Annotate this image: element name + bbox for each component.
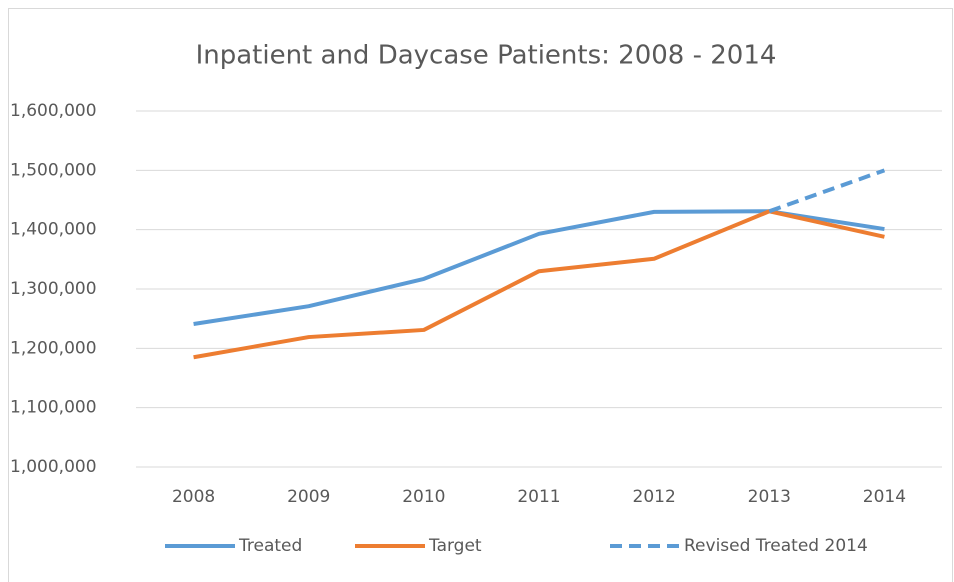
- y-tick-label: 1,000,000: [10, 457, 97, 477]
- chart-frame: [8, 8, 953, 582]
- legend-label: Revised Treated 2014: [684, 536, 868, 556]
- x-tick-label: 2011: [517, 487, 560, 507]
- x-tick-label: 2012: [633, 487, 676, 507]
- legend-label: Target: [428, 536, 482, 556]
- y-tick-label: 1,400,000: [10, 220, 97, 240]
- y-tick-label: 1,500,000: [10, 160, 97, 180]
- y-tick-label: 1,100,000: [10, 398, 97, 418]
- y-tick-label: 1,300,000: [10, 279, 97, 299]
- chart-title: Inpatient and Daycase Patients: 2008 - 2…: [196, 41, 777, 71]
- y-tick-label: 1,600,000: [10, 101, 97, 121]
- line-series: [768, 168, 886, 214]
- x-tick-label: 2008: [172, 487, 215, 507]
- y-tick-label: 1,200,000: [10, 338, 97, 358]
- legend-label: Treated: [238, 536, 302, 556]
- x-tick-label: 2010: [402, 487, 445, 507]
- x-tick-label: 2009: [287, 487, 330, 507]
- x-tick-label: 2013: [748, 487, 791, 507]
- x-tick-label: 2014: [863, 487, 906, 507]
